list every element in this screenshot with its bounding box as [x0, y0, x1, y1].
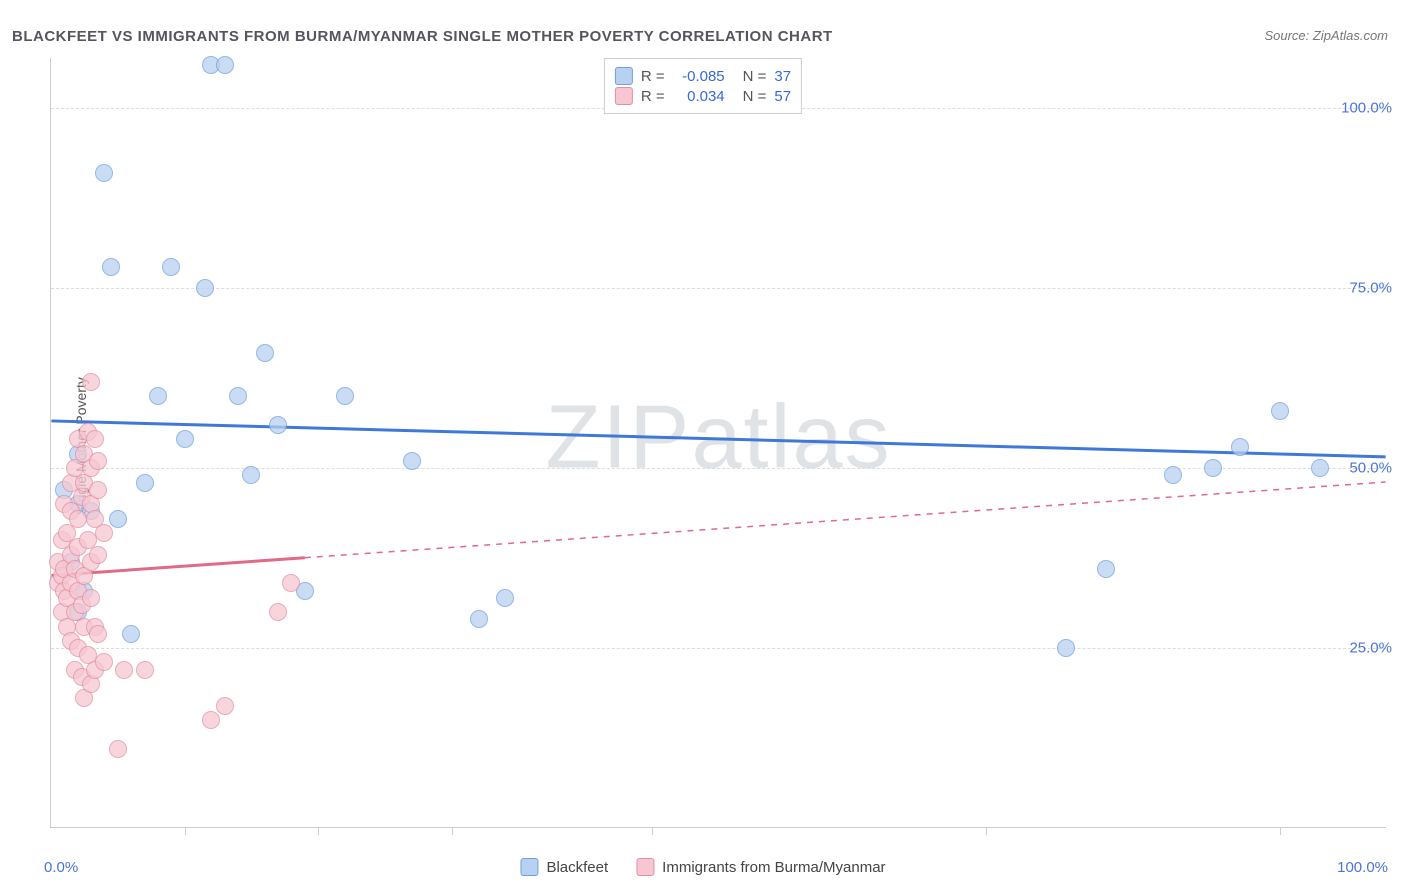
legend-series: Blackfeet Immigrants from Burma/Myanmar [520, 858, 885, 876]
data-point [216, 56, 234, 74]
r-label: R = [641, 68, 665, 85]
y-tick-label: 50.0% [1349, 460, 1392, 477]
data-point [89, 452, 107, 470]
legend-swatch [615, 67, 633, 85]
n-value: 57 [774, 88, 791, 105]
data-point [89, 625, 107, 643]
x-axis-min-label: 0.0% [44, 859, 78, 876]
chart-title: BLACKFEET VS IMMIGRANTS FROM BURMA/MYANM… [12, 28, 833, 45]
legend-stat-row: R = -0.085 N = 37 [615, 67, 791, 85]
legend-label: Blackfeet [546, 859, 608, 876]
data-point [269, 416, 287, 434]
data-point [1231, 438, 1249, 456]
x-tick [1280, 827, 1281, 835]
y-tick-label: 75.0% [1349, 280, 1392, 297]
plot-area: ZIPatlas [50, 58, 1386, 828]
legend-swatch [636, 858, 654, 876]
legend-item: Blackfeet [520, 858, 608, 876]
x-tick [185, 827, 186, 835]
x-tick [452, 827, 453, 835]
data-point [95, 653, 113, 671]
data-point [149, 387, 167, 405]
watermark: ZIPatlas [545, 386, 891, 489]
data-point [162, 258, 180, 276]
data-point [202, 711, 220, 729]
data-point [1057, 639, 1075, 657]
data-point [82, 589, 100, 607]
data-point [242, 466, 260, 484]
data-point [136, 661, 154, 679]
data-point [282, 574, 300, 592]
n-label: N = [743, 68, 767, 85]
source-label: Source: ZipAtlas.com [1264, 28, 1388, 43]
data-point [229, 387, 247, 405]
data-point [82, 373, 100, 391]
data-point [403, 452, 421, 470]
data-point [216, 697, 234, 715]
data-point [1271, 402, 1289, 420]
y-tick-label: 25.0% [1349, 640, 1392, 657]
x-tick [318, 827, 319, 835]
data-point [109, 510, 127, 528]
y-tick-label: 100.0% [1341, 100, 1392, 117]
data-point [496, 589, 514, 607]
legend-swatch [615, 87, 633, 105]
data-point [176, 430, 194, 448]
data-point [69, 510, 87, 528]
data-point [1164, 466, 1182, 484]
data-point [1097, 560, 1115, 578]
data-point [196, 279, 214, 297]
n-value: 37 [774, 68, 791, 85]
data-point [336, 387, 354, 405]
legend-swatch [520, 858, 538, 876]
data-point [95, 524, 113, 542]
r-value: -0.085 [673, 68, 725, 85]
data-point [256, 344, 274, 362]
x-tick [986, 827, 987, 835]
r-label: R = [641, 88, 665, 105]
gridline [51, 288, 1386, 289]
data-point [95, 164, 113, 182]
data-point [102, 258, 120, 276]
data-point [109, 740, 127, 758]
data-point [122, 625, 140, 643]
data-point [1204, 459, 1222, 477]
trend-lines-layer [51, 58, 1386, 827]
data-point [1311, 459, 1329, 477]
data-point [269, 603, 287, 621]
x-axis-max-label: 100.0% [1337, 859, 1388, 876]
correlation-chart: BLACKFEET VS IMMIGRANTS FROM BURMA/MYANM… [0, 0, 1406, 892]
data-point [115, 661, 133, 679]
legend-item: Immigrants from Burma/Myanmar [636, 858, 885, 876]
legend-label: Immigrants from Burma/Myanmar [662, 859, 885, 876]
data-point [89, 481, 107, 499]
data-point [86, 430, 104, 448]
n-label: N = [743, 88, 767, 105]
x-tick [652, 827, 653, 835]
data-point [470, 610, 488, 628]
legend-stat-row: R = 0.034 N = 57 [615, 87, 791, 105]
r-value: 0.034 [673, 88, 725, 105]
legend-stats: R = -0.085 N = 37 R = 0.034 N = 57 [604, 58, 802, 114]
gridline [51, 648, 1386, 649]
data-point [136, 474, 154, 492]
data-point [89, 546, 107, 564]
